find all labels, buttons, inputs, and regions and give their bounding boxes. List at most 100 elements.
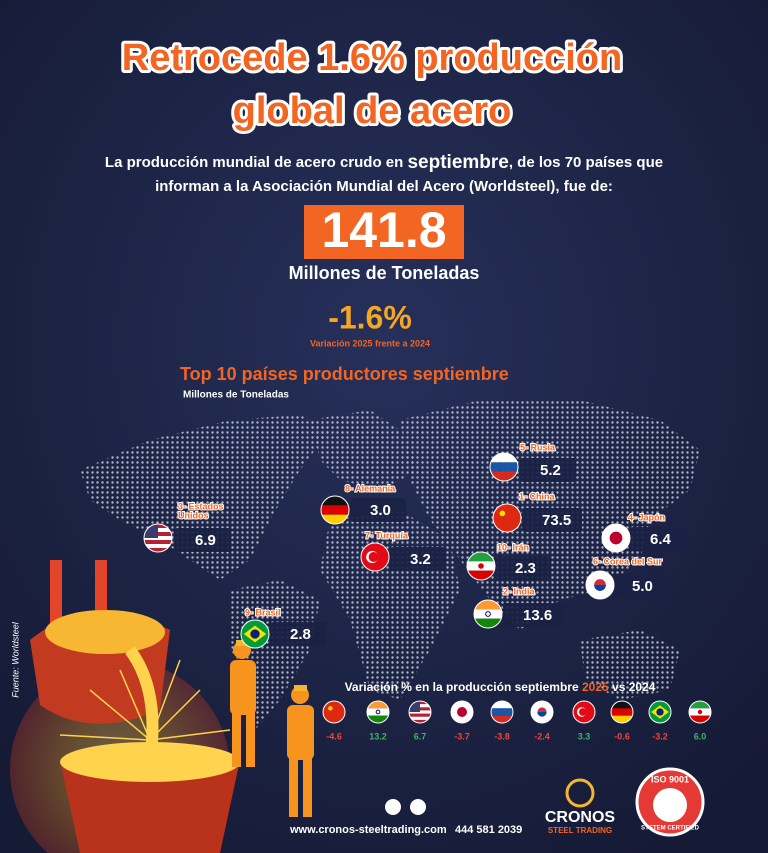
flag-part	[478, 563, 484, 569]
country-label: 8- Alemania	[345, 483, 396, 493]
flag	[611, 701, 633, 723]
country-label: 2- India	[503, 586, 535, 596]
brand-logo	[565, 778, 595, 808]
flag-part	[499, 510, 506, 517]
country-label: 9- Brasil	[245, 607, 281, 617]
country-label: 1- China	[519, 491, 555, 501]
title-line: global de acero	[233, 90, 512, 132]
country-label: 7- Turquía	[365, 530, 409, 540]
flag-part	[474, 618, 502, 628]
flag-part	[474, 600, 502, 610]
flag-part	[367, 708, 389, 716]
brand-sub: STEEL TRADING	[548, 826, 612, 835]
value-pill	[520, 458, 576, 482]
flag-border	[366, 700, 390, 724]
iso: ISO 9001	[651, 774, 689, 784]
flag-part	[321, 496, 349, 506]
change-caption: Variación 2025 frente a 2024	[310, 338, 430, 348]
intro-line: La producción mundial de acero crudo en …	[105, 152, 663, 173]
country-label: 3- Estados	[178, 501, 224, 511]
flag	[323, 701, 345, 723]
total-box	[304, 205, 464, 259]
country-value: 2.8	[290, 626, 311, 643]
flag	[474, 600, 502, 628]
variation-value: -0.6	[614, 731, 630, 741]
value-pill	[175, 528, 231, 552]
country-label: 6- Corea del Sur	[593, 556, 663, 566]
country-value: 5.2	[540, 462, 561, 479]
flag-part	[409, 701, 420, 712]
variation-row: -4.6 13.2 6.7 -3.7 -3.8 -2.4 3.3 -0.6 -3.2 6.0	[322, 700, 712, 741]
change-value: -1.6%	[328, 299, 412, 335]
flag	[321, 496, 349, 524]
flag-border	[688, 700, 712, 724]
title-line: Retrocede 1.6% producción	[122, 37, 622, 79]
source: Fuente: Worldsteel	[10, 621, 20, 698]
country-value: 3.2	[410, 551, 431, 568]
flag	[649, 701, 671, 723]
iso-badge-inner	[653, 788, 687, 822]
flag	[451, 701, 473, 723]
flag	[573, 701, 595, 723]
country-label: 5- Rusia	[520, 442, 556, 452]
flag-part	[689, 715, 711, 723]
flag-border	[143, 523, 173, 553]
flag-border	[492, 503, 522, 533]
flag-border	[320, 495, 350, 525]
flag-part	[491, 715, 513, 723]
flag	[367, 701, 389, 723]
flag-part	[250, 629, 260, 639]
flag-part	[656, 708, 664, 716]
variation-title-text: Variación % en la producción septiembre	[345, 680, 582, 694]
variation-highlight: 2025	[582, 680, 609, 694]
top10-unit: Millones de Toneladas	[183, 390, 289, 401]
flag-part	[490, 471, 518, 481]
intro-text: La producción mundial de acero crudo en	[105, 154, 408, 171]
flag-part	[144, 540, 172, 544]
variation-title-text: vs 2024	[609, 680, 656, 694]
flag	[409, 701, 431, 723]
flag	[241, 620, 269, 648]
variation-value: 6.0	[694, 731, 707, 741]
variation-value: -3.7	[454, 731, 470, 741]
variation-value: 13.2	[369, 731, 387, 741]
flag-border	[601, 523, 631, 553]
linkedin-icon[interactable]	[385, 799, 401, 815]
flag-part	[367, 701, 389, 709]
website[interactable]: www.cronos-steeltrading.com	[289, 824, 447, 836]
iso-sub: SYSTEM CERTIFIED	[641, 826, 700, 832]
variation-value: -4.6	[326, 731, 342, 741]
flag-part	[485, 611, 491, 617]
flag-part	[594, 585, 606, 591]
flag-border	[490, 700, 514, 724]
flag-part	[368, 552, 379, 562]
title: Retrocede 1.6% producción global de acer…	[119, 34, 625, 135]
flag	[490, 453, 518, 481]
flag-part	[323, 701, 345, 723]
flag-part	[689, 701, 711, 709]
flag-part	[578, 708, 587, 716]
value-pill	[630, 527, 686, 551]
flag-part	[457, 707, 467, 717]
country-label: 4- Japón	[628, 512, 665, 522]
flag-part	[467, 552, 495, 562]
flag-border	[466, 551, 496, 581]
facebook-icon[interactable]	[410, 799, 426, 815]
top10-title: Top 10 países productores septiembre	[180, 364, 509, 384]
variation-value: 6.7	[414, 731, 427, 741]
flag-border	[530, 700, 554, 724]
value-pill	[270, 622, 326, 646]
value-pill	[522, 508, 582, 532]
total-value: 141.8	[321, 202, 446, 258]
flag-part	[144, 548, 172, 552]
flag-part	[611, 708, 633, 716]
variation-title: Variación % en la producción septiembre …	[345, 680, 656, 694]
flag-part	[321, 514, 349, 524]
country-value: 6.9	[195, 532, 216, 549]
flag-part	[409, 719, 431, 723]
flag-part	[467, 570, 495, 580]
phone: 444 581 2039	[455, 824, 522, 836]
flag-border	[450, 700, 474, 724]
flag-border	[648, 700, 672, 724]
